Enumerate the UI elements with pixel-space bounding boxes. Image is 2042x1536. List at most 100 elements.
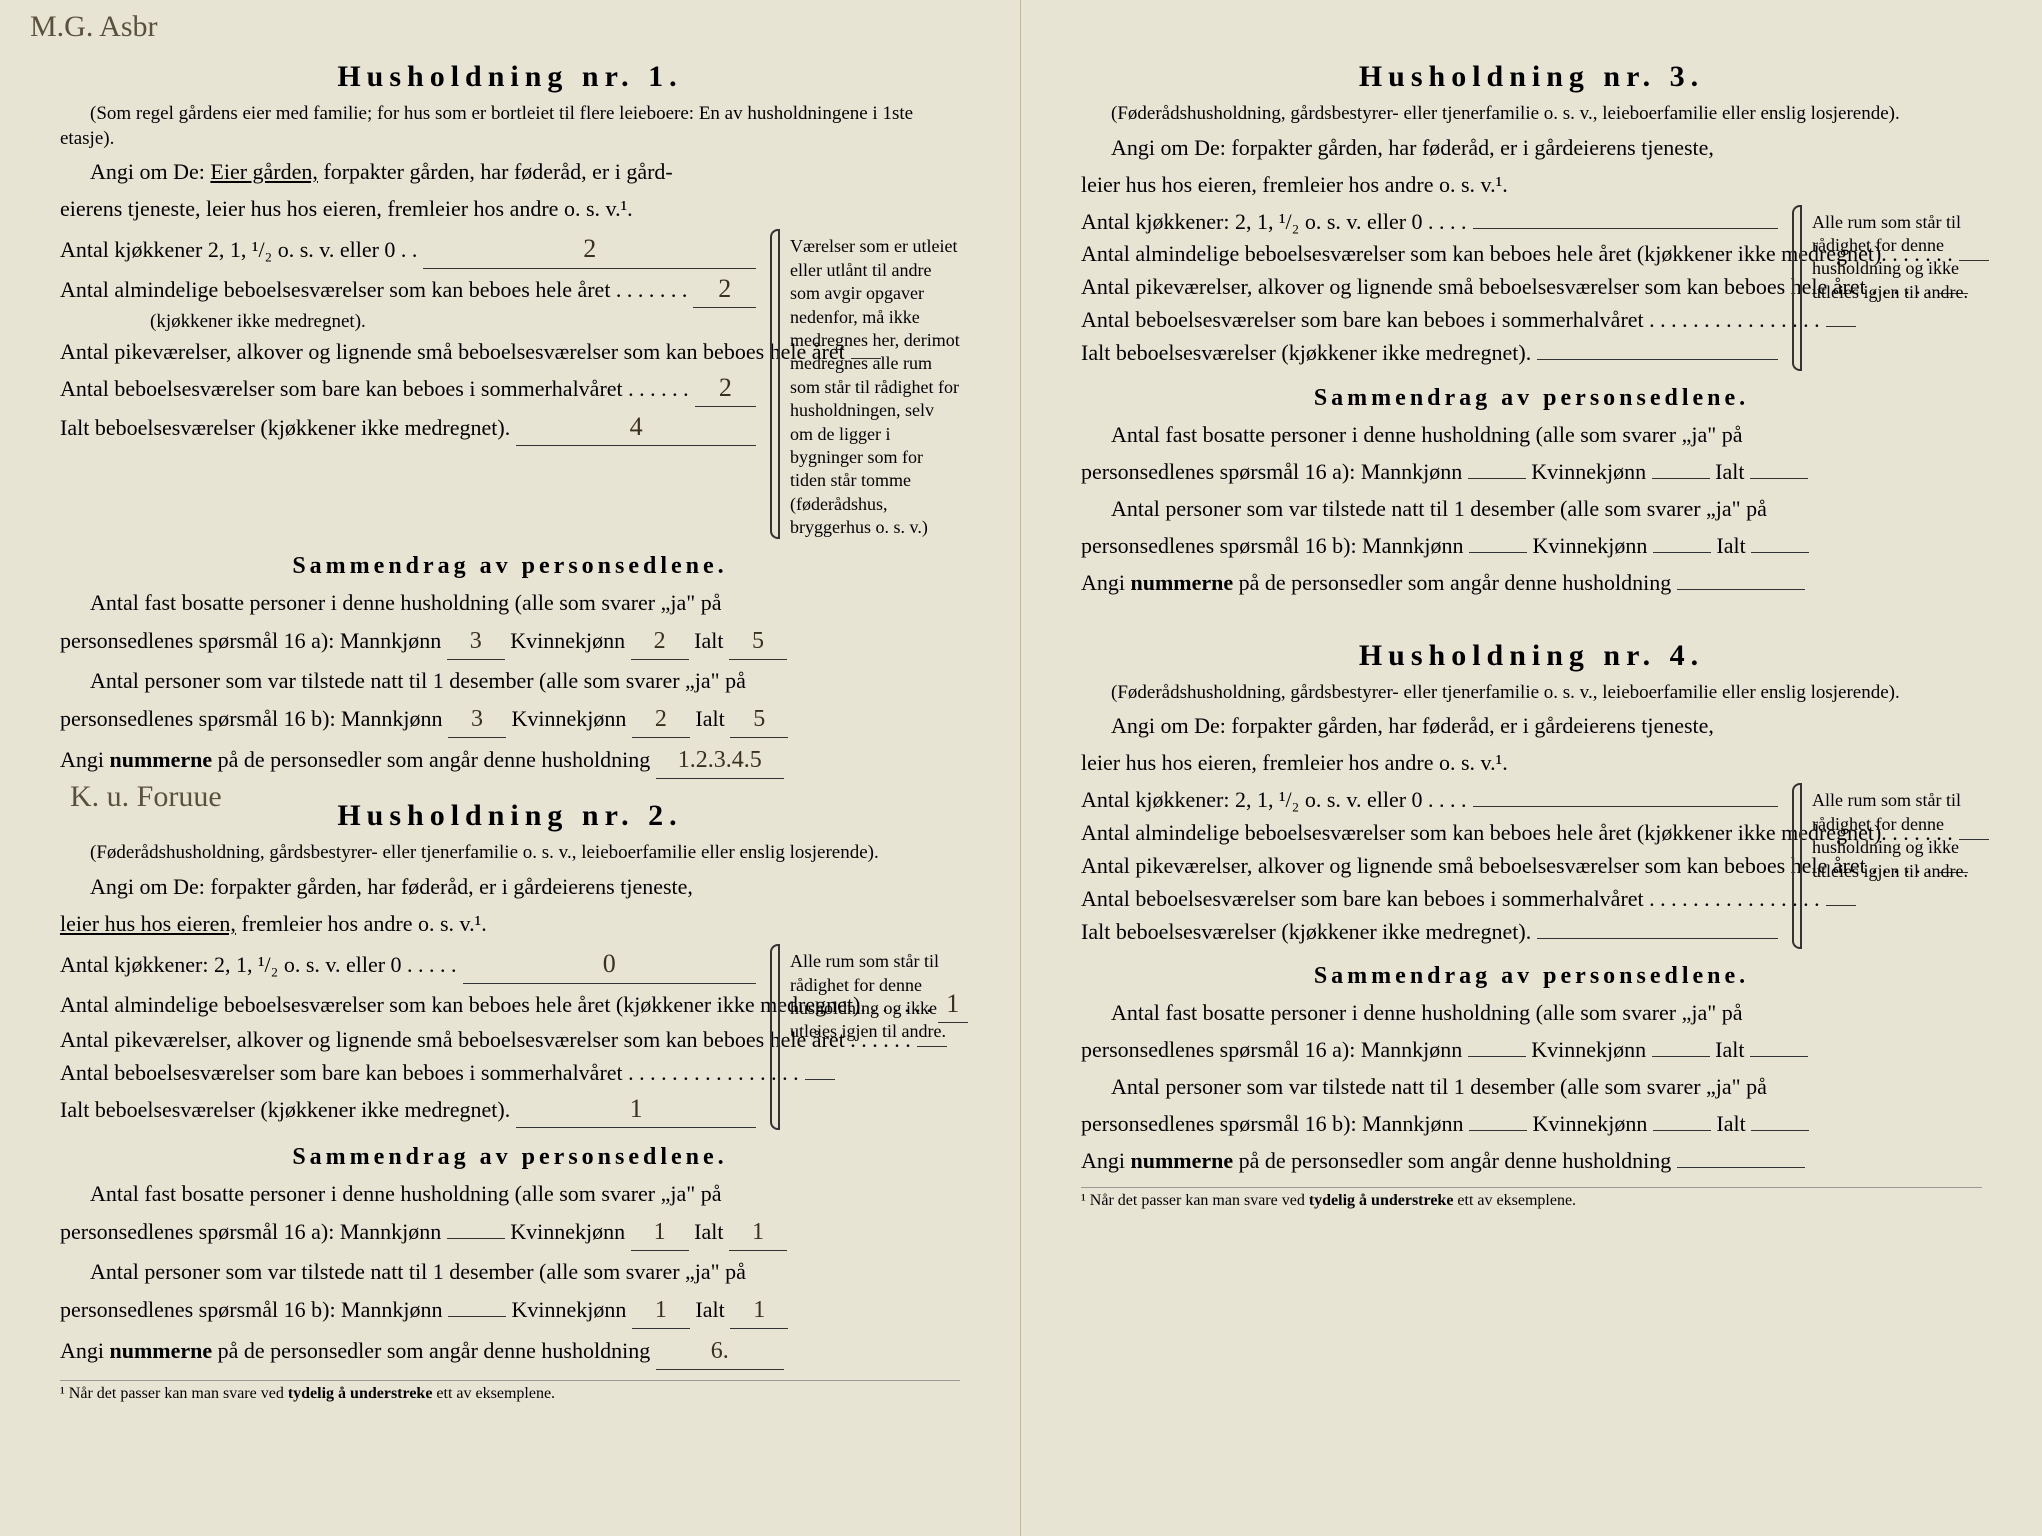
- h2-nummer: Angi nummerne på de personsedler som ang…: [60, 1333, 960, 1370]
- h4-title: Husholdning nr. 4.: [1081, 639, 1982, 673]
- h4-side-note: Alle rum som står til rådighet for denne…: [1800, 783, 1982, 949]
- h2-kjokken-label: Antal kjøkkener: 2, 1, ¹/₂ o. s. v. elle…: [60, 950, 457, 981]
- h2-angi2: leier hus hos eieren, fremleier hos andr…: [60, 907, 960, 940]
- h1-kjokken-label: Antal kjøkkener 2, 1, ¹/₂ o. s. v. eller…: [60, 235, 417, 266]
- right-page: Husholdning nr. 3. (Føderådshusholdning,…: [1021, 0, 2042, 1536]
- h4-fields-block: Antal kjøkkener: 2, 1, ¹/₂ o. s. v. elle…: [1081, 783, 1982, 949]
- h2-angi2-r: fremleier hos andre o. s. v.¹.: [236, 911, 487, 936]
- h3-ialt-val: [1537, 359, 1778, 360]
- h3-fast-ialt-label: Ialt: [1715, 459, 1744, 484]
- h2-til-ialt: 1: [730, 1292, 788, 1329]
- h1-angi1: Angi om De: Eier gården, forpakter gårde…: [60, 155, 960, 188]
- h4-fast-kvinne: [1652, 1056, 1710, 1057]
- h2-fast-ialt: 1: [729, 1214, 787, 1251]
- h2-nummer-val: 6.: [656, 1333, 784, 1370]
- h1-fast-kvinne-label: Kvinnekjønn: [510, 628, 625, 653]
- h1-fast2: personsedlenes spørsmål 16 a): Mannkjønn…: [60, 623, 960, 660]
- h2-til2-label: personsedlenes spørsmål 16 b): Mannkjønn: [60, 1297, 443, 1322]
- h4-fast-ialt-label: Ialt: [1715, 1037, 1744, 1062]
- h1-alm-note: (kjøkkener ikke medregnet).: [120, 310, 762, 335]
- h1-nummer: Angi nummerne på de personsedler som ang…: [60, 742, 960, 779]
- h1-side-note: Værelser som er utleiet eller utlånt til…: [778, 229, 960, 539]
- h1-ialt-label: Ialt beboelsesværelser (kjøkkener ikke m…: [60, 413, 510, 444]
- h4-angi1: Angi om De: forpakter gården, har føderå…: [1081, 709, 1982, 742]
- h2-fast-kvinne: 1: [631, 1214, 689, 1251]
- h4-footnote: ¹ Når det passer kan man svare ved tydel…: [1081, 1187, 1982, 1210]
- h3-til-ialt: [1751, 552, 1809, 553]
- h1-angi2: eierens tjeneste, leier hus hos eieren, …: [60, 192, 960, 225]
- h2-ialt-val: 1: [516, 1091, 756, 1128]
- h4-fast2-label: personsedlenes spørsmål 16 a): Mannkjønn: [1081, 1037, 1462, 1062]
- h1-fast-kvinne: 2: [631, 623, 689, 660]
- h1-til2-label: personsedlenes spørsmål 16 b): Mannkjønn: [60, 706, 443, 731]
- h1-alm-val: 2: [693, 271, 756, 308]
- h3-kjokken-label: Antal kjøkkener: 2, 1, ¹/₂ o. s. v. elle…: [1081, 207, 1467, 238]
- h2-sammendrag-title: Sammendrag av personsedlene.: [60, 1144, 960, 1171]
- h2-note: (Føderådshusholdning, gårdsbestyrer- ell…: [60, 841, 960, 866]
- h3-fields-block: Antal kjøkkener: 2, 1, ¹/₂ o. s. v. elle…: [1081, 205, 1982, 371]
- h2-fast-ialt-label: Ialt: [694, 1219, 723, 1244]
- h4-ialt-val: [1537, 938, 1778, 939]
- h2-tilstede2: personsedlenes spørsmål 16 b): Mannkjønn…: [60, 1292, 960, 1329]
- h4-nummer-val: [1677, 1167, 1805, 1168]
- h4-tilstede2: personsedlenes spørsmål 16 b): Mannkjønn…: [1081, 1107, 1982, 1140]
- h3-fast-mann: [1468, 478, 1526, 479]
- h3-tilstede1: Antal personer som var tilstede natt til…: [1081, 492, 1982, 525]
- h4-kjokken-val: [1473, 806, 1778, 807]
- h1-sammendrag-title: Sammendrag av personsedlene.: [60, 553, 960, 580]
- h3-fast-kvinne-label: Kvinnekjønn: [1531, 459, 1646, 484]
- h1-title: Husholdning nr. 1.: [60, 60, 960, 94]
- h3-til-kvinne-label: Kvinnekjønn: [1533, 533, 1648, 558]
- h1-fast1: Antal fast bosatte personer i denne hush…: [60, 586, 960, 619]
- h2-angi2-u: leier hus hos eieren,: [60, 911, 236, 936]
- h4-fast-kvinne-label: Kvinnekjønn: [1531, 1037, 1646, 1062]
- h2-fast2: personsedlenes spørsmål 16 a): Mannkjønn…: [60, 1214, 960, 1251]
- h4-tilstede1: Antal personer som var tilstede natt til…: [1081, 1070, 1982, 1103]
- h3-til2-label: personsedlenes spørsmål 16 b): Mannkjønn: [1081, 533, 1464, 558]
- h4-kjokken-label: Antal kjøkkener: 2, 1, ¹/₂ o. s. v. elle…: [1081, 785, 1467, 816]
- h1-fast2-label: personsedlenes spørsmål 16 a): Mannkjønn: [60, 628, 441, 653]
- h2-kjokken-val: 0: [463, 946, 756, 983]
- h3-note: (Føderådshusholdning, gårdsbestyrer- ell…: [1081, 102, 1982, 127]
- h3-ialt-label: Ialt beboelsesværelser (kjøkkener ikke m…: [1081, 338, 1531, 369]
- h2-fast-kvinne-label: Kvinnekjønn: [510, 1219, 625, 1244]
- h1-fields-block: Antal kjøkkener 2, 1, ¹/₂ o. s. v. eller…: [60, 229, 960, 539]
- h4-til-ialt: [1751, 1130, 1809, 1131]
- h1-fast-mann: 3: [447, 623, 505, 660]
- h1-til-kvinne-label: Kvinnekjønn: [512, 706, 627, 731]
- h1-fast-ialt-label: Ialt: [694, 628, 723, 653]
- h3-fast-kvinne: [1652, 478, 1710, 479]
- h4-sommer-label: Antal beboelsesværelser som bare kan beb…: [1081, 884, 1820, 915]
- h4-nummer: Angi nummerne på de personsedler som ang…: [1081, 1144, 1982, 1177]
- h2-angi1: Angi om De: forpakter gården, har føderå…: [60, 870, 960, 903]
- h2-fields-block: Antal kjøkkener: 2, 1, ¹/₂ o. s. v. elle…: [60, 944, 960, 1130]
- h3-fast1: Antal fast bosatte personer i denne hush…: [1081, 418, 1982, 451]
- h3-til-ialt-label: Ialt: [1716, 533, 1745, 558]
- h2-til-kvinne: 1: [632, 1292, 690, 1329]
- h3-kjokken-val: [1473, 228, 1778, 229]
- h3-angi2: leier hus hos eieren, fremleier hos andr…: [1081, 168, 1982, 201]
- h3-til-mann: [1469, 552, 1527, 553]
- handwriting-mid: K. u. Foruue: [70, 780, 222, 814]
- h1-sommer-val: 2: [695, 370, 756, 407]
- h3-fast2-label: personsedlenes spørsmål 16 a): Mannkjønn: [1081, 459, 1462, 484]
- h2-til-ialt-label: Ialt: [695, 1297, 724, 1322]
- h1-kjokken-val: 2: [423, 231, 756, 268]
- h4-angi2: leier hus hos eieren, fremleier hos andr…: [1081, 746, 1982, 779]
- h4-til2-label: personsedlenes spørsmål 16 b): Mannkjønn: [1081, 1111, 1464, 1136]
- h1-pike-label: Antal pikeværelser, alkover og lignende …: [60, 337, 845, 368]
- h1-note: (Som regel gårdens eier med familie; for…: [60, 102, 960, 151]
- h2-fast2-label: personsedlenes spørsmål 16 a): Mannkjønn: [60, 1219, 441, 1244]
- h1-ialt-val: 4: [516, 409, 756, 446]
- h4-sammendrag-title: Sammendrag av personsedlene.: [1081, 963, 1982, 990]
- h3-angi1: Angi om De: forpakter gården, har føderå…: [1081, 131, 1982, 164]
- h4-fast2: personsedlenes spørsmål 16 a): Mannkjønn…: [1081, 1033, 1982, 1066]
- h1-alm-label: Antal almindelige beboelsesværelser som …: [60, 275, 687, 306]
- h3-nummer: Angi nummerne på de personsedler som ang…: [1081, 566, 1982, 599]
- h1-fast-ialt: 5: [729, 623, 787, 660]
- h2-ialt-label: Ialt beboelsesværelser (kjøkkener ikke m…: [60, 1095, 510, 1126]
- h1-nummer-val: 1.2.3.4.5: [656, 742, 784, 779]
- h4-til-mann: [1469, 1130, 1527, 1131]
- h3-title: Husholdning nr. 3.: [1081, 60, 1982, 94]
- h1-til-mann: 3: [448, 701, 506, 738]
